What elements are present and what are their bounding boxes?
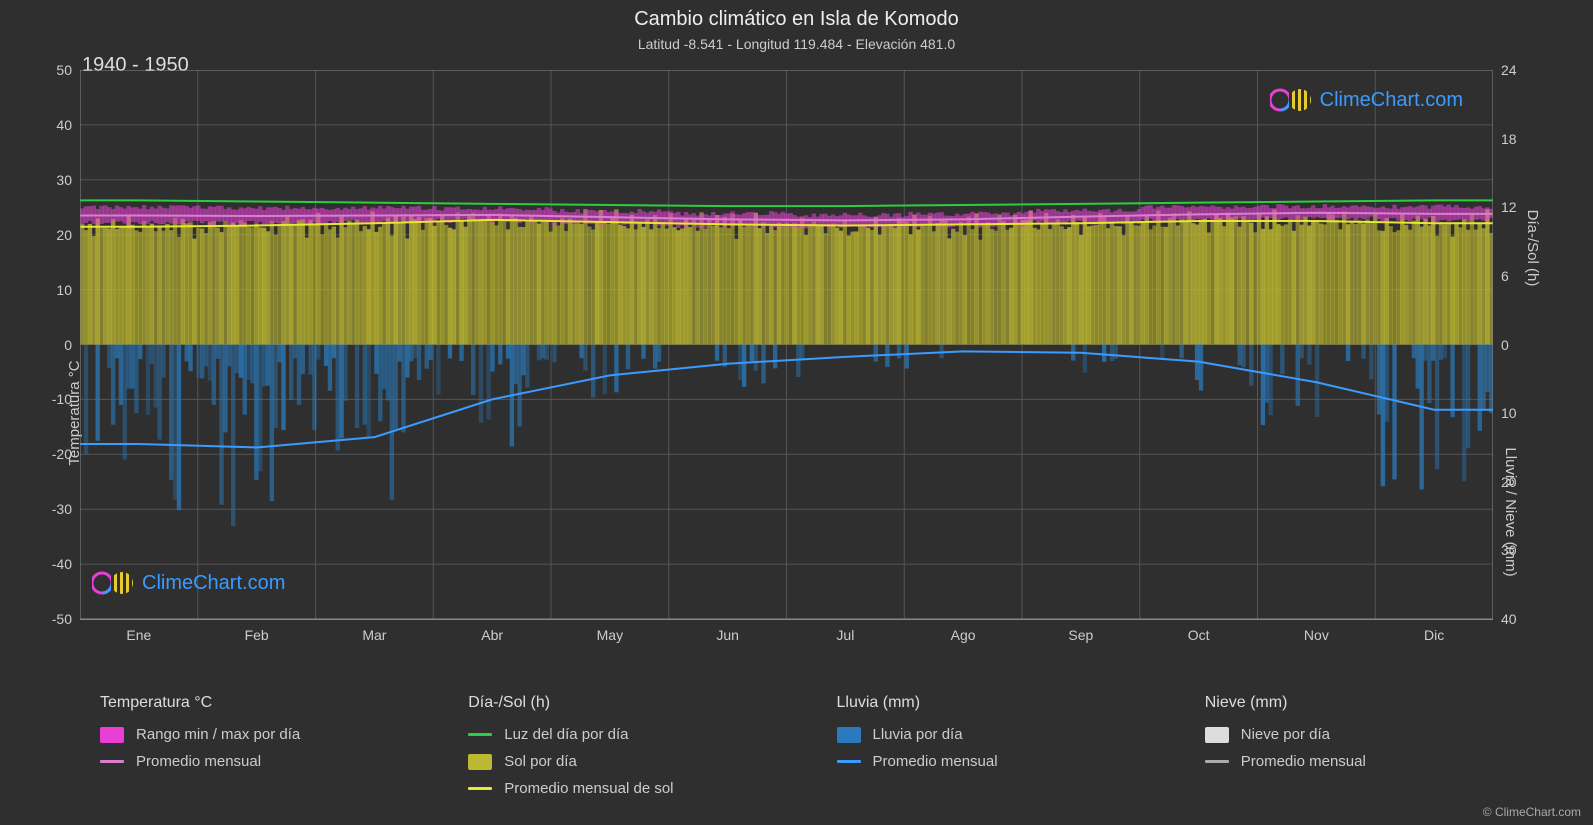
legend-group-header: Nieve (mm)	[1205, 694, 1533, 712]
legend-item-label: Promedio mensual	[1241, 753, 1366, 770]
legend-group: Temperatura °C Rango min / max por día Pro…	[100, 694, 428, 807]
legend-item: Luz del día por día	[468, 726, 796, 743]
y-right-tick-label: 10	[1493, 405, 1517, 421]
watermark-text: ClimeChart.com	[1320, 89, 1463, 112]
y-right-tick-label: 24	[1493, 62, 1517, 78]
x-tick-label: Jul	[836, 619, 854, 643]
legend-item-label: Promedio mensual	[873, 753, 998, 770]
legend-line-icon	[837, 760, 861, 763]
y-right-tick-label: 0	[1493, 337, 1509, 353]
watermark-top: ClimeChart.com	[1270, 86, 1463, 114]
x-tick-label: Oct	[1188, 619, 1210, 643]
plot-area: -50-40-30-20-100102030405006121824102030…	[80, 70, 1493, 620]
legend-item: Rango min / max por día	[100, 726, 428, 743]
climate-chart: Cambio climático en Isla de Komodo Latit…	[0, 0, 1593, 825]
y-right-tick-label: 6	[1493, 268, 1509, 284]
legend-swatch-icon	[468, 754, 492, 770]
legend-swatch-icon	[837, 727, 861, 743]
legend-line-icon	[100, 760, 124, 763]
chart-title: Cambio climático en Isla de Komodo	[0, 8, 1593, 31]
x-tick-label: Jun	[716, 619, 739, 643]
legend-item: Promedio mensual	[100, 753, 428, 770]
x-tick-label: Ene	[126, 619, 151, 643]
legend-item: Promedio mensual de sol	[468, 780, 796, 797]
legend-group-header: Temperatura °C	[100, 694, 428, 712]
x-tick-label: Sep	[1068, 619, 1093, 643]
legend-item-label: Lluvia por día	[873, 726, 963, 743]
legend-item-label: Rango min / max por día	[136, 726, 300, 743]
legend-item: Nieve por día	[1205, 726, 1533, 743]
y-left-tick-label: 40	[56, 117, 80, 133]
y-right-tick-label: 20	[1493, 474, 1517, 490]
legend-item: Sol por día	[468, 753, 796, 770]
x-tick-label: May	[597, 619, 623, 643]
legend-item: Promedio mensual	[837, 753, 1165, 770]
y-left-tick-label: 20	[56, 227, 80, 243]
y-left-tick-label: 0	[64, 337, 80, 353]
legend-item: Promedio mensual	[1205, 753, 1533, 770]
legend: Temperatura °C Rango min / max por día Pro…	[100, 694, 1533, 807]
legend-group-header: Día-/Sol (h)	[468, 694, 796, 712]
legend-item: Lluvia por día	[837, 726, 1165, 743]
legend-line-icon	[468, 733, 492, 736]
legend-swatch-icon	[1205, 727, 1229, 743]
y-left-tick-label: 10	[56, 282, 80, 298]
x-tick-label: Ago	[951, 619, 976, 643]
y-left-tick-label: -50	[52, 611, 80, 627]
watermark-text: ClimeChart.com	[142, 572, 285, 595]
y-left-tick-label: -30	[52, 501, 80, 517]
legend-item-label: Luz del día por día	[504, 726, 628, 743]
x-tick-label: Abr	[481, 619, 503, 643]
legend-item-label: Nieve por día	[1241, 726, 1330, 743]
legend-item-label: Promedio mensual de sol	[504, 780, 673, 797]
copyright-label: © ClimeChart.com	[1483, 805, 1581, 819]
chart-svg	[80, 70, 1493, 619]
y-right-tick-label: 18	[1493, 131, 1517, 147]
legend-group: Día-/Sol (h) Luz del día por día Sol por d…	[468, 694, 796, 807]
x-tick-label: Mar	[362, 619, 386, 643]
legend-line-icon	[468, 787, 492, 790]
y-right-tick-label: 30	[1493, 542, 1517, 558]
y-right-tick-label: 40	[1493, 611, 1517, 627]
legend-item-label: Sol por día	[504, 753, 577, 770]
legend-group: Lluvia (mm) Lluvia por día Promedio mensua…	[837, 694, 1165, 807]
y-left-tick-label: -40	[52, 556, 80, 572]
legend-group: Nieve (mm) Nieve por día Promedio mensual	[1205, 694, 1533, 807]
x-tick-label: Feb	[245, 619, 269, 643]
legend-item-label: Promedio mensual	[136, 753, 261, 770]
legend-swatch-icon	[100, 727, 124, 743]
legend-group-header: Lluvia (mm)	[837, 694, 1165, 712]
y-left-tick-label: -10	[52, 391, 80, 407]
watermark-bottom: ClimeChart.com	[92, 569, 285, 597]
watermark-logo-icon	[92, 569, 136, 597]
x-tick-label: Dic	[1424, 619, 1444, 643]
y-right-tick-label: 12	[1493, 199, 1517, 215]
y-left-tick-label: 30	[56, 172, 80, 188]
watermark-logo-icon	[1270, 86, 1314, 114]
y-left-tick-label: 50	[56, 62, 80, 78]
y-axis-right-top-title: Día-/Sol (h)	[1524, 209, 1541, 286]
chart-subtitle: Latitud -8.541 - Longitud 119.484 - Elev…	[0, 36, 1593, 52]
y-left-tick-label: -20	[52, 446, 80, 462]
legend-line-icon	[1205, 760, 1229, 763]
x-tick-label: Nov	[1304, 619, 1329, 643]
